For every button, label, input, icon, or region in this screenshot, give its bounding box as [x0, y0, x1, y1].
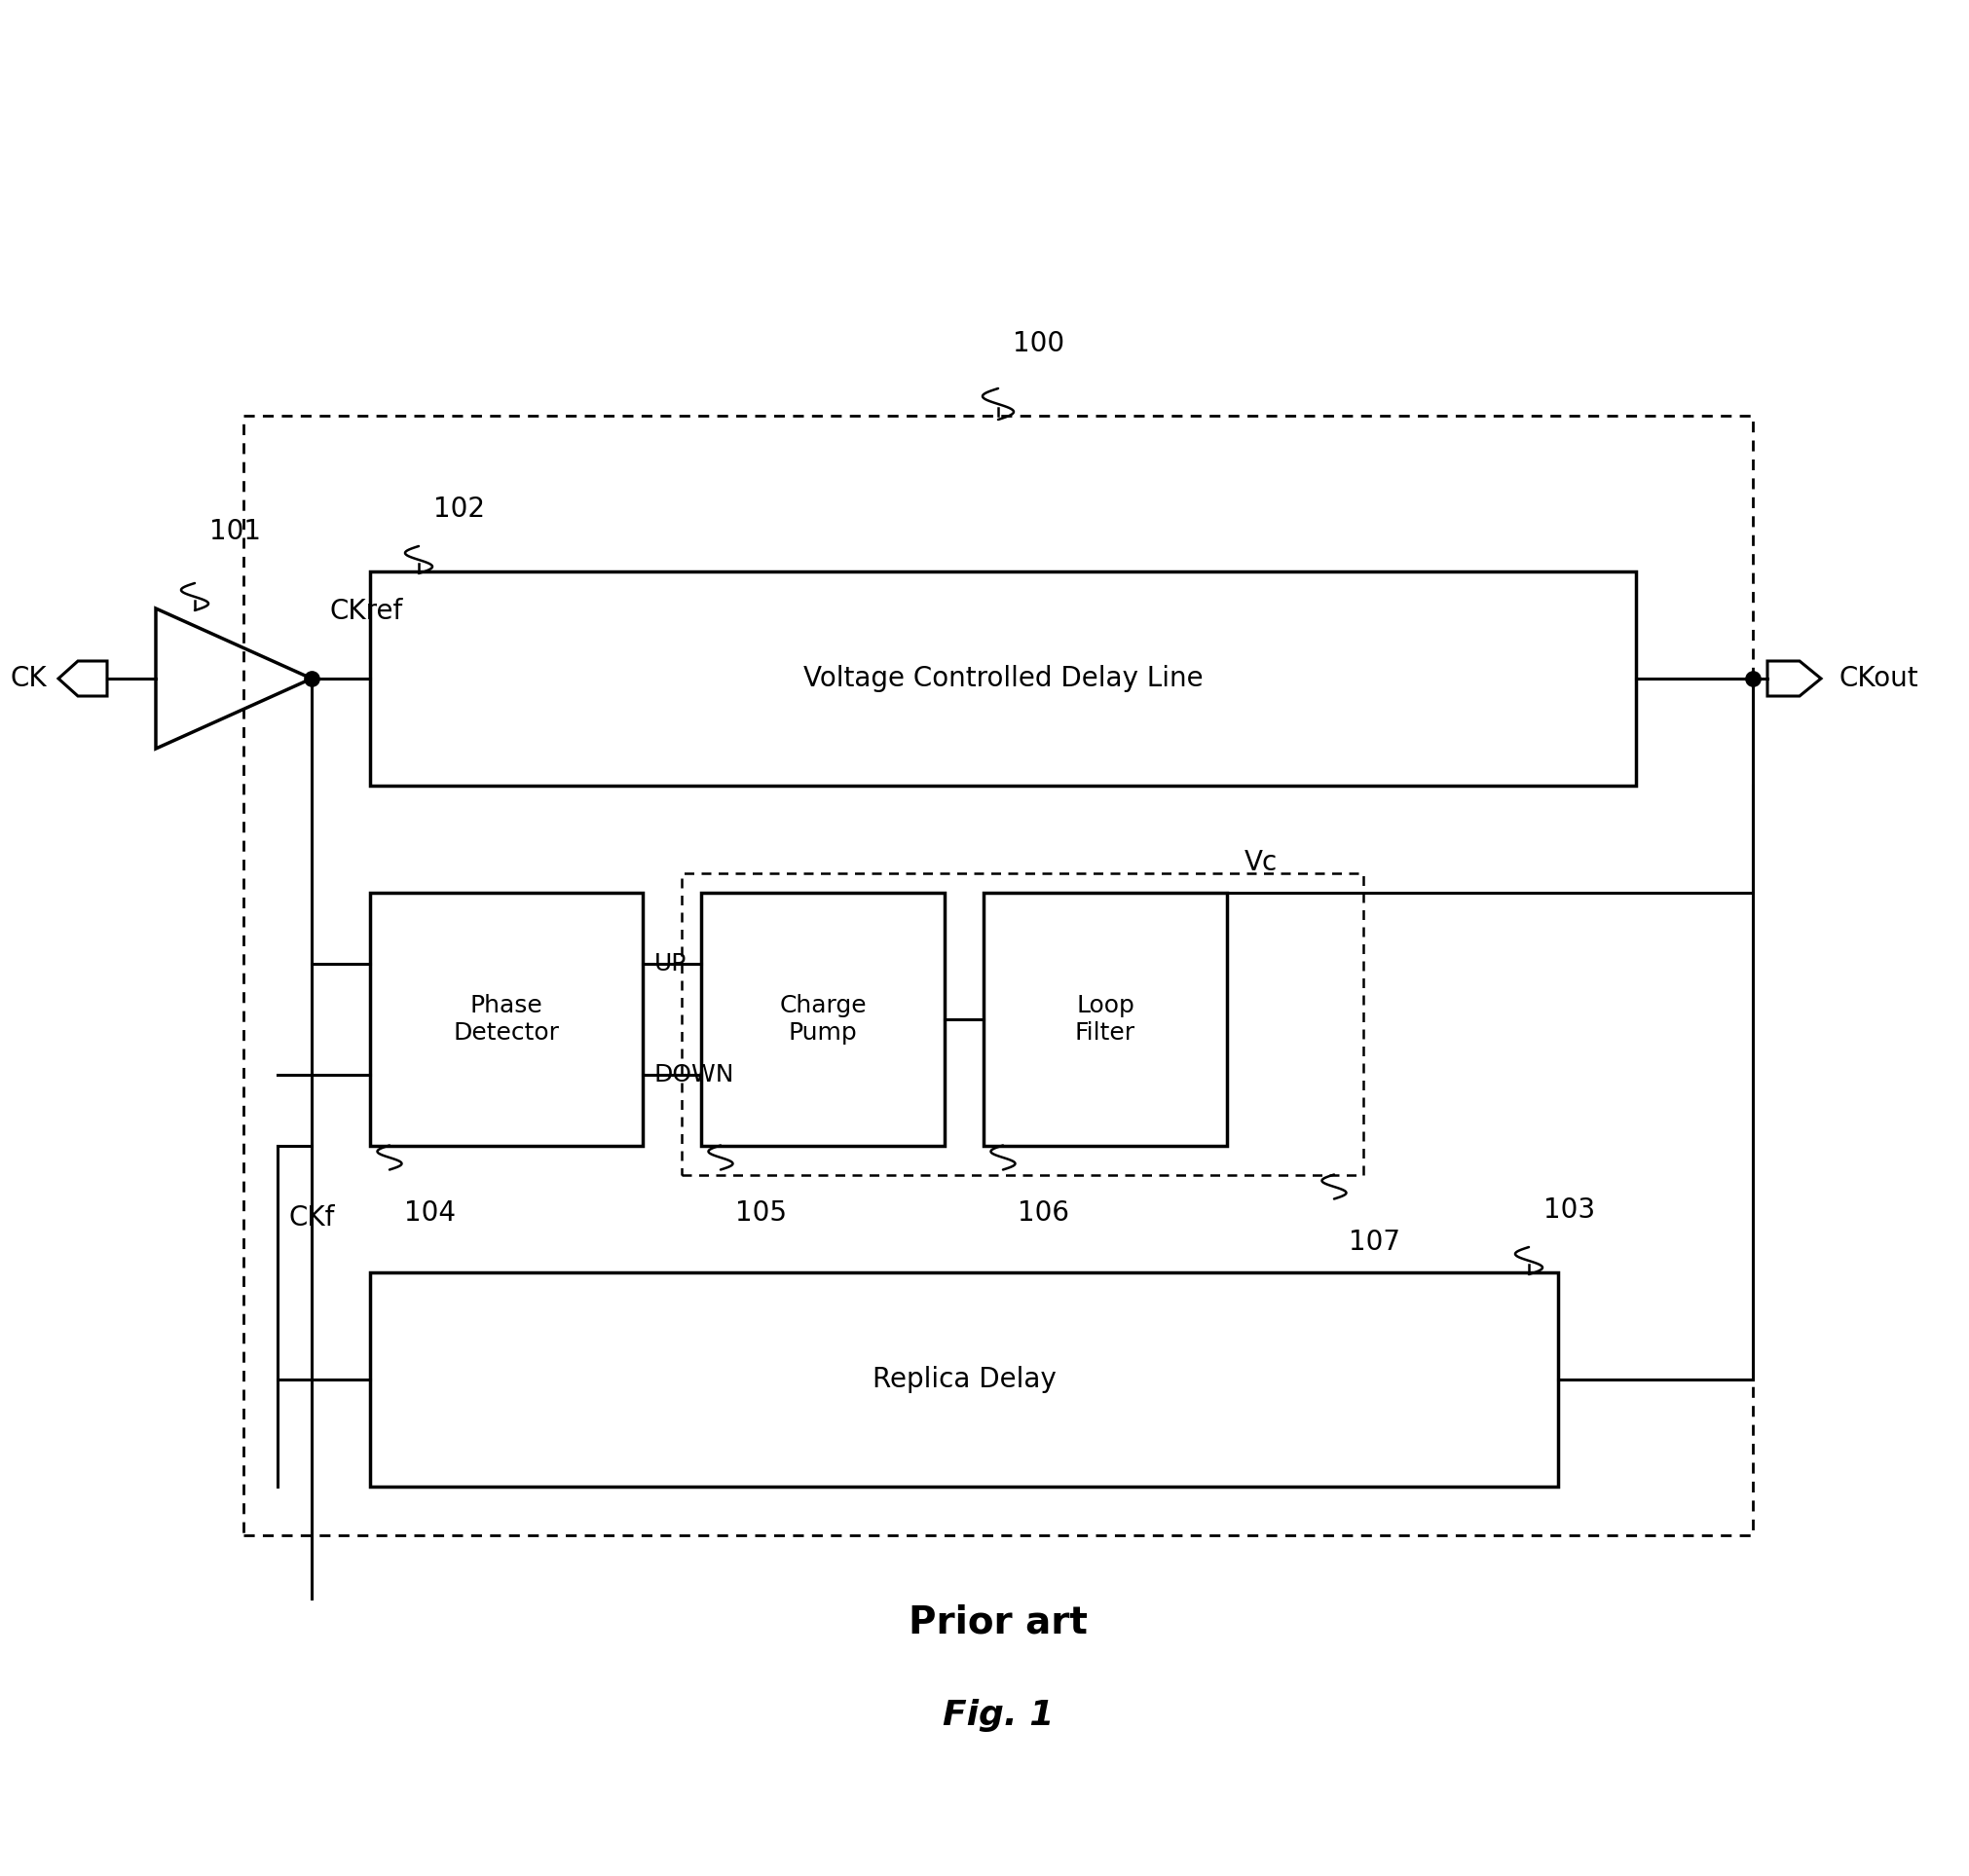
FancyBboxPatch shape	[681, 872, 1363, 1174]
Text: 102: 102	[433, 495, 484, 523]
Text: 103: 103	[1544, 1197, 1595, 1223]
Text: 104: 104	[404, 1199, 455, 1227]
Text: Loop
Filter: Loop Filter	[1075, 994, 1136, 1045]
Text: Charge
Pump: Charge Pump	[780, 994, 866, 1045]
Text: Prior art: Prior art	[908, 1604, 1087, 1642]
Text: CK: CK	[10, 664, 47, 692]
Text: Vc: Vc	[1244, 850, 1278, 876]
Text: CKref: CKref	[329, 598, 402, 625]
Text: CKout: CKout	[1839, 664, 1918, 692]
FancyBboxPatch shape	[370, 893, 642, 1146]
Text: Voltage Controlled Delay Line: Voltage Controlled Delay Line	[803, 664, 1203, 692]
Text: 107: 107	[1349, 1229, 1400, 1255]
FancyBboxPatch shape	[701, 893, 945, 1146]
Text: Fig. 1: Fig. 1	[943, 1700, 1053, 1732]
FancyBboxPatch shape	[984, 893, 1227, 1146]
Text: 106: 106	[1018, 1199, 1069, 1227]
FancyBboxPatch shape	[370, 1272, 1557, 1486]
Text: Replica Delay: Replica Delay	[872, 1366, 1055, 1394]
FancyBboxPatch shape	[244, 416, 1752, 1535]
Text: 100: 100	[1012, 330, 1065, 356]
Text: DOWN: DOWN	[654, 1064, 734, 1086]
Text: CKf: CKf	[289, 1204, 335, 1231]
Text: 105: 105	[734, 1199, 788, 1227]
Text: Phase
Detector: Phase Detector	[453, 994, 559, 1045]
Text: UP: UP	[654, 951, 687, 976]
FancyBboxPatch shape	[370, 572, 1636, 786]
Text: 101: 101	[209, 518, 262, 546]
